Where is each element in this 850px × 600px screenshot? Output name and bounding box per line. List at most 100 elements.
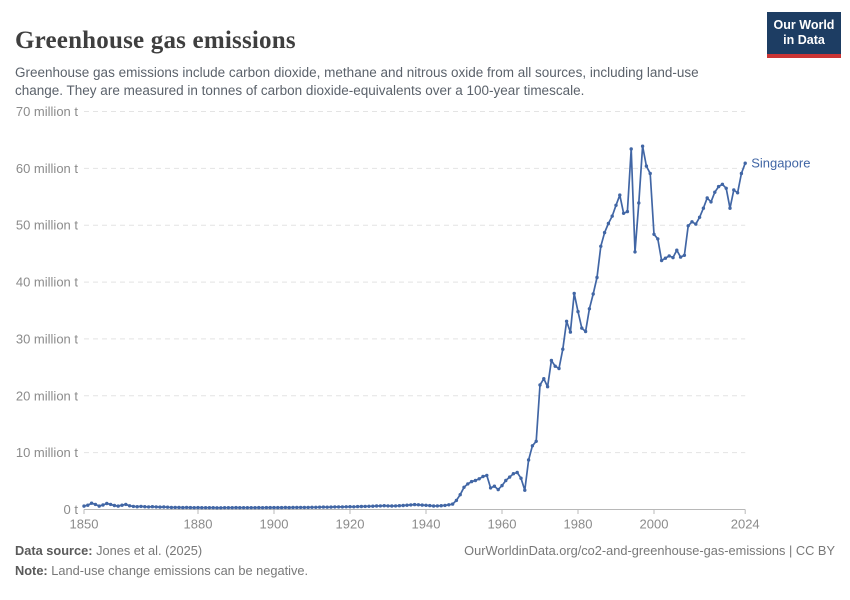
data-point[interactable] — [682, 253, 687, 257]
data-point[interactable] — [382, 504, 386, 508]
data-point[interactable] — [732, 188, 736, 192]
data-point[interactable] — [667, 254, 671, 258]
data-point[interactable] — [599, 244, 603, 248]
data-point[interactable] — [177, 505, 181, 510]
data-point[interactable] — [344, 505, 348, 509]
series-singapore[interactable] — [82, 144, 747, 510]
data-point[interactable] — [314, 505, 318, 509]
data-point[interactable] — [333, 505, 337, 509]
data-point[interactable] — [158, 505, 162, 509]
data-point[interactable] — [352, 505, 356, 509]
data-point[interactable] — [496, 487, 500, 492]
data-point[interactable] — [504, 478, 508, 483]
data-point[interactable] — [549, 358, 554, 363]
data-point[interactable] — [207, 506, 212, 510]
data-point[interactable] — [401, 503, 405, 508]
data-point[interactable] — [253, 506, 257, 510]
data-point[interactable] — [545, 385, 550, 389]
data-point[interactable] — [477, 477, 481, 481]
data-point[interactable] — [724, 186, 728, 190]
data-point[interactable] — [716, 184, 721, 189]
data-point[interactable] — [705, 196, 709, 200]
data-point[interactable] — [690, 220, 694, 224]
data-point[interactable] — [135, 505, 139, 509]
data-point[interactable] — [428, 503, 432, 508]
data-point[interactable] — [325, 505, 329, 509]
data-point[interactable] — [462, 485, 466, 489]
license-link[interactable]: CC BY — [795, 543, 835, 558]
data-point[interactable] — [656, 237, 660, 241]
data-point[interactable] — [405, 503, 409, 507]
data-point[interactable] — [89, 501, 94, 505]
data-point[interactable] — [348, 505, 352, 509]
data-point[interactable] — [618, 193, 622, 197]
data-point[interactable] — [697, 215, 702, 219]
data-point[interactable] — [245, 506, 250, 510]
data-point[interactable] — [568, 330, 573, 334]
owid-logo[interactable]: Our World in Data — [767, 12, 841, 58]
data-point[interactable] — [709, 200, 713, 204]
data-point[interactable] — [162, 505, 166, 509]
data-point[interactable] — [739, 171, 744, 176]
data-point[interactable] — [538, 383, 542, 387]
data-point[interactable] — [264, 505, 269, 510]
data-point[interactable] — [652, 232, 656, 236]
data-point[interactable] — [355, 504, 360, 509]
data-point[interactable] — [124, 502, 128, 507]
data-point[interactable] — [184, 505, 189, 510]
data-point[interactable] — [340, 505, 345, 509]
data-point[interactable] — [659, 258, 664, 263]
data-point[interactable] — [701, 206, 706, 210]
data-point[interactable] — [386, 504, 390, 508]
data-point[interactable] — [359, 504, 364, 509]
data-point[interactable] — [143, 505, 147, 509]
data-point[interactable] — [150, 505, 155, 509]
data-point[interactable] — [553, 364, 557, 368]
data-point[interactable] — [291, 505, 295, 510]
data-point[interactable] — [241, 506, 246, 510]
data-point[interactable] — [485, 473, 489, 478]
data-point[interactable] — [675, 248, 679, 252]
entity-label[interactable]: Singapore — [751, 156, 810, 171]
data-point[interactable] — [97, 504, 101, 508]
data-point[interactable] — [154, 505, 158, 509]
data-point[interactable] — [519, 476, 523, 480]
data-point[interactable] — [336, 505, 341, 509]
data-point[interactable] — [105, 501, 109, 506]
data-point[interactable] — [120, 503, 124, 507]
data-point[interactable] — [648, 171, 652, 176]
data-point[interactable] — [686, 224, 690, 228]
data-point[interactable] — [276, 505, 280, 510]
data-point[interactable] — [602, 230, 607, 235]
data-point[interactable] — [393, 504, 398, 508]
data-point[interactable] — [363, 504, 367, 509]
data-point[interactable] — [450, 502, 455, 506]
data-point[interactable] — [238, 506, 242, 510]
data-point[interactable] — [735, 191, 740, 195]
data-point[interactable] — [295, 505, 299, 510]
data-point[interactable] — [435, 504, 440, 508]
data-point[interactable] — [416, 503, 421, 507]
data-point[interactable] — [101, 503, 105, 507]
data-point[interactable] — [595, 275, 599, 280]
data-point[interactable] — [523, 488, 527, 492]
data-point[interactable] — [268, 505, 272, 510]
data-point[interactable] — [215, 506, 219, 510]
data-point[interactable] — [412, 502, 417, 507]
data-point[interactable] — [211, 506, 215, 510]
data-point[interactable] — [576, 309, 580, 314]
data-point[interactable] — [614, 203, 618, 207]
data-point[interactable] — [378, 504, 383, 508]
data-point[interactable] — [678, 255, 683, 259]
chart-url-link[interactable]: OurWorldinData.org/co2-and-greenhouse-ga… — [464, 543, 786, 558]
data-point[interactable] — [165, 505, 170, 509]
data-point[interactable] — [488, 486, 493, 490]
data-point[interactable] — [492, 484, 497, 488]
data-point[interactable] — [572, 291, 576, 296]
data-point[interactable] — [146, 505, 151, 509]
data-point[interactable] — [374, 504, 379, 508]
data-point[interactable] — [409, 503, 413, 507]
data-point[interactable] — [606, 221, 611, 226]
data-point[interactable] — [728, 206, 732, 210]
